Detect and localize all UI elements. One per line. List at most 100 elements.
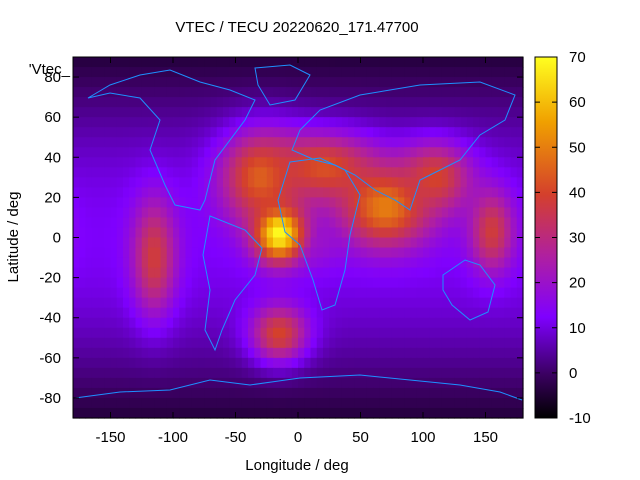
heatmap-cell — [373, 327, 380, 339]
heatmap-cell — [185, 137, 193, 148]
heatmap-cell — [204, 277, 212, 289]
heatmap-cell — [373, 207, 380, 219]
heatmap-cell — [223, 87, 230, 98]
heatmap-cell — [185, 157, 193, 168]
heatmap-cell — [341, 57, 349, 68]
heatmap-cell — [298, 257, 305, 269]
heatmap-cell — [348, 177, 355, 188]
heatmap-cell — [135, 77, 143, 88]
heatmap-cell — [454, 67, 462, 78]
heatmap-cell — [123, 87, 130, 98]
heatmap-cell — [316, 87, 324, 98]
heatmap-cell — [416, 67, 424, 78]
heatmap-cell — [423, 227, 430, 239]
heatmap-cell — [454, 287, 462, 299]
heatmap-cell — [210, 87, 218, 98]
heatmap-cell — [473, 87, 480, 98]
heatmap-cell — [379, 147, 387, 158]
heatmap-cell — [273, 167, 280, 178]
heatmap-cell — [198, 387, 205, 399]
heatmap-cell — [310, 317, 318, 329]
heatmap-cell — [185, 277, 193, 289]
heatmap-cell — [410, 157, 418, 168]
heatmap-cell — [229, 157, 237, 168]
heatmap-cell — [354, 237, 362, 249]
heatmap-cell — [141, 97, 149, 108]
heatmap-cell — [291, 157, 299, 168]
heatmap-cell — [335, 227, 343, 239]
heatmap-cell — [73, 247, 80, 259]
heatmap-cell — [73, 237, 80, 249]
heatmap-cell — [466, 227, 474, 239]
heatmap-cell — [79, 337, 87, 349]
heatmap-cell — [204, 307, 212, 319]
heatmap-cell — [91, 67, 99, 78]
heatmap-cell — [366, 127, 374, 138]
heatmap-cell — [216, 67, 224, 78]
heatmap-cell — [248, 257, 255, 269]
heatmap-cell — [416, 227, 424, 239]
heatmap-cell — [454, 397, 462, 409]
heatmap-cell — [373, 77, 380, 88]
heatmap-cell — [323, 307, 330, 319]
heatmap-cell — [423, 207, 430, 219]
heatmap-cell — [491, 87, 499, 98]
heatmap-cell — [316, 337, 324, 349]
heatmap-cell — [160, 257, 168, 269]
heatmap-cell — [360, 277, 368, 289]
heatmap-cell — [91, 327, 99, 339]
heatmap-cell — [141, 117, 149, 128]
heatmap-cell — [435, 267, 443, 279]
heatmap-cell — [129, 77, 137, 88]
heatmap-cell — [423, 87, 430, 98]
heatmap-cell — [329, 97, 337, 108]
heatmap-cell — [273, 287, 280, 299]
heatmap-cell — [266, 187, 274, 198]
heatmap-cell — [154, 167, 162, 178]
heatmap-cell — [179, 347, 187, 359]
heatmap-cell — [129, 57, 137, 68]
heatmap-cell — [260, 87, 268, 98]
heatmap-cell — [198, 377, 205, 389]
heatmap-cell — [410, 107, 418, 118]
heatmap-cell — [385, 357, 393, 369]
heatmap-cell — [85, 407, 93, 419]
heatmap-cell — [510, 237, 518, 249]
heatmap-cell — [204, 67, 212, 78]
heatmap-cell — [98, 237, 105, 249]
heatmap-cell — [316, 307, 324, 319]
heatmap-cell — [235, 227, 243, 239]
heatmap-cell — [273, 87, 280, 98]
heatmap-cell — [360, 147, 368, 158]
heatmap-cell — [260, 327, 268, 339]
heatmap-cell — [360, 257, 368, 269]
heatmap-cell — [423, 347, 430, 359]
heatmap-cell — [173, 187, 180, 198]
heatmap-cell — [404, 237, 412, 249]
heatmap-cell — [85, 147, 93, 158]
heatmap-cell — [398, 387, 405, 399]
heatmap-cell — [116, 387, 124, 399]
heatmap-cell — [304, 227, 312, 239]
heatmap-cell — [173, 107, 180, 118]
heatmap-cell — [435, 217, 443, 229]
heatmap-cell — [204, 367, 212, 379]
heatmap-cell — [316, 247, 324, 259]
heatmap-cell — [235, 67, 243, 78]
x-axis-label: Longitude / deg — [245, 457, 348, 474]
heatmap-cell — [466, 407, 474, 419]
heatmap-cell — [154, 177, 162, 188]
heatmap-cell — [116, 287, 124, 299]
heatmap-cell — [385, 157, 393, 168]
heatmap-cell — [354, 247, 362, 259]
heatmap-cell — [335, 237, 343, 249]
coastline-south-america — [202, 215, 263, 352]
heatmap-cell — [491, 347, 499, 359]
heatmap-cell — [104, 237, 112, 249]
heatmap-cell — [223, 357, 230, 369]
heatmap-cell — [123, 367, 130, 379]
heatmap-cell — [310, 297, 318, 309]
heatmap-cell — [460, 57, 468, 68]
heatmap-cell — [416, 97, 424, 108]
